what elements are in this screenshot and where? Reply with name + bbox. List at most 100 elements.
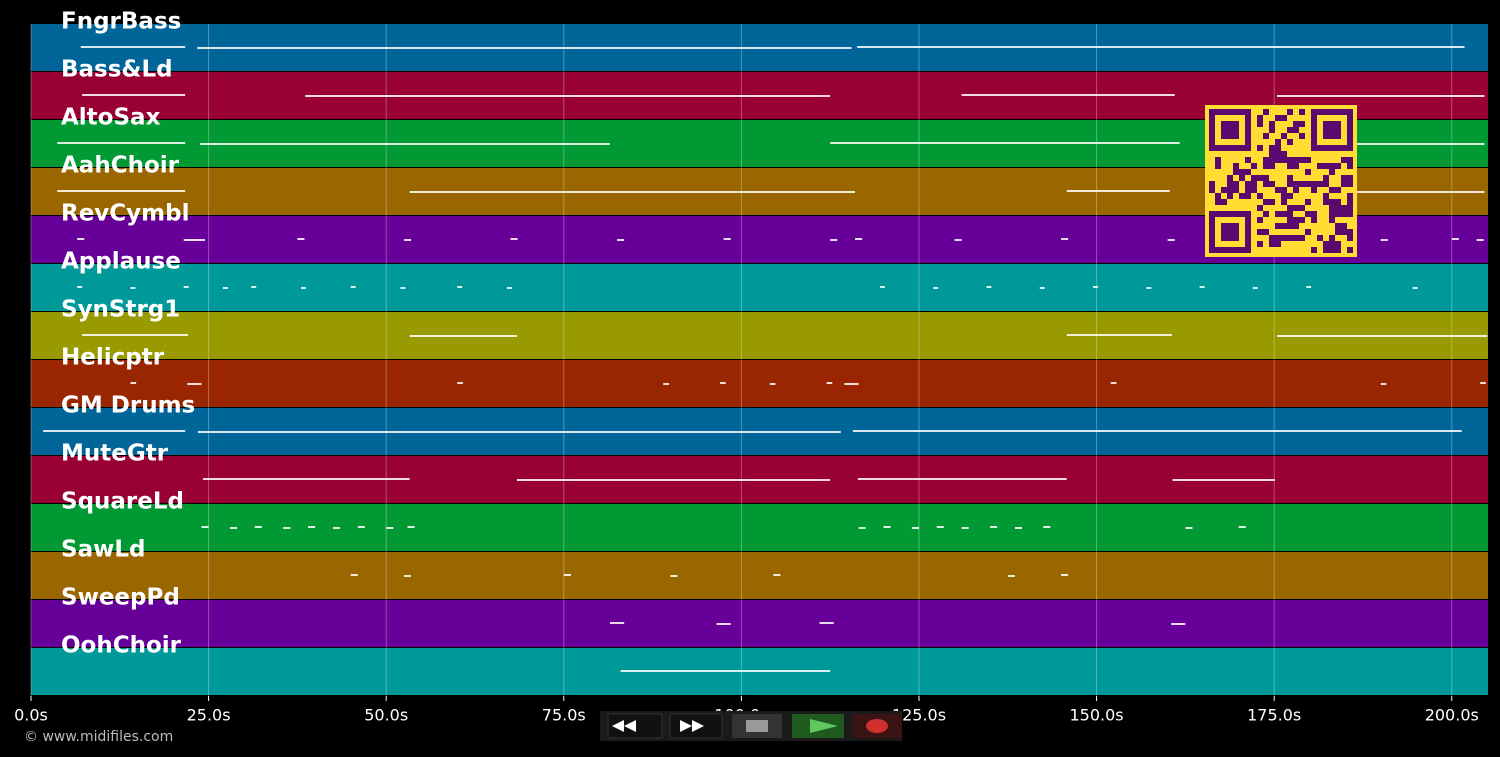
tick-label: 75.0s (542, 706, 586, 725)
qr-cell (1341, 223, 1347, 229)
note (57, 190, 186, 192)
note (516, 479, 831, 481)
qr-cell (1275, 235, 1281, 241)
qr-cell (1293, 181, 1299, 187)
note (617, 239, 625, 241)
note (510, 238, 518, 240)
note (1066, 334, 1172, 336)
note (1412, 287, 1418, 289)
track-name: FngrBass (61, 9, 181, 35)
qr-cell (1341, 229, 1347, 235)
note (197, 47, 852, 49)
track-name: SynStrg1 (61, 297, 180, 323)
qr-cell (1317, 163, 1323, 169)
qr-cell (1299, 133, 1305, 139)
qr-cell (1335, 205, 1341, 211)
note (857, 478, 1067, 480)
qr-cell (1227, 175, 1233, 181)
note (332, 527, 341, 529)
note (1061, 574, 1069, 576)
note (990, 526, 998, 528)
qr-cell (1257, 175, 1263, 181)
track-lane (31, 504, 1488, 551)
note (1167, 239, 1175, 241)
qr-cell (1221, 199, 1227, 205)
track-name: SawLd (61, 537, 145, 563)
qr-cell (1269, 145, 1275, 151)
note (1172, 479, 1275, 481)
track-lane (31, 552, 1488, 599)
qr-cell (1209, 181, 1215, 187)
qr-cell (1311, 181, 1317, 187)
track-names: FngrBass Bass&Ld AltoSax AahChoir RevCymbl Ap… (61, 9, 195, 659)
note (1066, 190, 1170, 192)
qr-cell (1281, 223, 1287, 229)
qr-cell (1329, 241, 1335, 247)
qr-cell (1287, 109, 1293, 115)
track-name: RevCymbl (61, 201, 190, 227)
play-button[interactable] (792, 714, 844, 738)
qr-cell (1323, 181, 1329, 187)
qr-cell (1287, 211, 1293, 217)
note (883, 526, 891, 528)
qr-cell (1269, 127, 1275, 133)
qr-cell (1347, 199, 1353, 205)
track-lane (31, 264, 1488, 311)
note (506, 287, 512, 289)
stop-button[interactable] (732, 714, 782, 738)
qr-cell (1275, 211, 1281, 217)
tick-label: 25.0s (187, 706, 231, 725)
qr-cell (1323, 247, 1329, 253)
note (857, 46, 1465, 48)
note (716, 623, 731, 625)
track-name: SquareLd (61, 489, 184, 515)
note (961, 527, 969, 529)
note (409, 335, 517, 337)
forward-button[interactable] (669, 713, 723, 739)
qr-cell (1215, 193, 1221, 199)
rewind-button[interactable] (607, 713, 663, 739)
qr-cell (1299, 157, 1305, 163)
note (1380, 383, 1387, 385)
note (933, 287, 939, 289)
note (183, 286, 189, 288)
qr-cell (1251, 163, 1257, 169)
note (407, 526, 415, 528)
note (254, 526, 262, 528)
note (350, 574, 358, 576)
qr-cell (1335, 247, 1341, 253)
qr-cell (1281, 133, 1287, 139)
qr-cell (1293, 235, 1299, 241)
note (357, 526, 365, 528)
qr-cell (1263, 199, 1269, 205)
qr-cell (1239, 193, 1245, 199)
qr-cell (1323, 175, 1329, 181)
qr-cell (1347, 229, 1353, 235)
note (936, 526, 944, 528)
qr-finder (1221, 223, 1239, 241)
track-name: Helicptr (61, 345, 165, 371)
note (82, 94, 186, 96)
qr-cell (1341, 181, 1347, 187)
qr-cell (1263, 175, 1269, 181)
track-lane (31, 312, 1488, 359)
qr-cell (1347, 157, 1353, 163)
qr-cell (1293, 121, 1299, 127)
note (43, 430, 186, 432)
note (1480, 382, 1486, 384)
qr-cell (1269, 199, 1275, 205)
qr-cell (1287, 223, 1293, 229)
qr-cell (1311, 187, 1317, 193)
qr-cell (1335, 229, 1341, 235)
note (1039, 287, 1045, 289)
note (130, 382, 137, 384)
note (1380, 239, 1388, 241)
qr-cell (1245, 181, 1251, 187)
qr-cell (1257, 229, 1263, 235)
qr-cell (1227, 193, 1233, 199)
note (202, 478, 410, 480)
record-button[interactable] (852, 714, 902, 738)
track-lane (31, 600, 1488, 647)
note (986, 286, 992, 288)
tick-label: 50.0s (364, 706, 408, 725)
